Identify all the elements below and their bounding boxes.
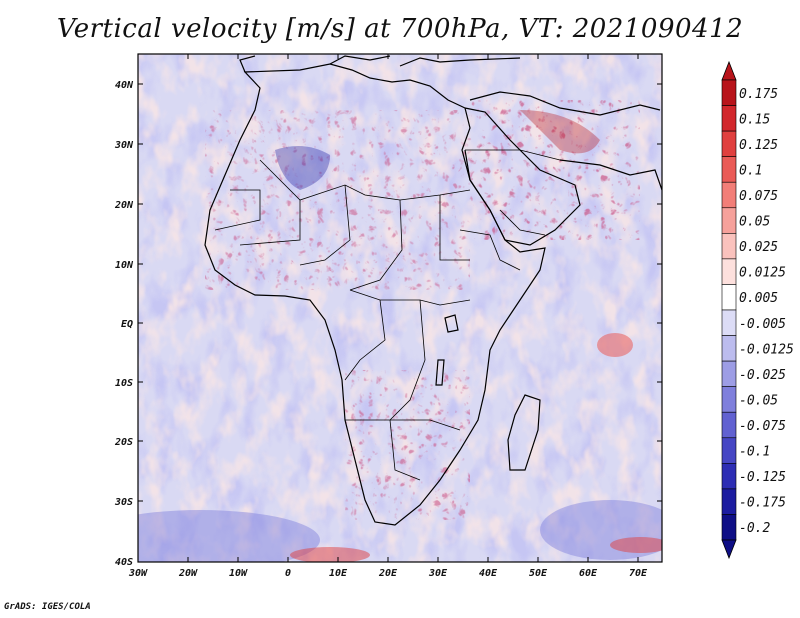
colorbar-swatch (721, 156, 737, 183)
colorbar-swatch (721, 360, 737, 387)
lat-label: 20N (114, 200, 134, 211)
colorbar-label: -0.1 (739, 445, 770, 460)
colorbar-swatch (721, 258, 737, 285)
colorbar-label: -0.2 (739, 521, 770, 536)
lon-label: 10E (329, 568, 348, 579)
colorbar-label: 0.005 (739, 291, 778, 306)
coastlines (204, 55, 663, 526)
lat-label: 20S (114, 437, 133, 448)
colorbar-swatch (721, 207, 737, 234)
colorbar-label: 0.0125 (739, 266, 786, 281)
colorbar-swatch (721, 130, 737, 157)
colorbar-label: 0.175 (739, 87, 778, 102)
colorbar-swatch (721, 386, 737, 413)
colorbar-swatch (721, 105, 737, 132)
colorbar-swatch (721, 411, 737, 439)
colorbar-label: 0.1 (739, 163, 762, 178)
credit-text: GrADS: IGES/COLA (4, 602, 91, 612)
colorbar-swatch (721, 514, 737, 541)
lat-ticks (138, 83, 662, 502)
colorbar-swatch (721, 488, 737, 515)
colorbar-swatch (721, 463, 737, 490)
borders (214, 149, 561, 481)
colorbar-label: 0.05 (739, 215, 770, 230)
colorbar-label: 0.15 (739, 112, 770, 127)
lon-label: 60E (579, 568, 598, 579)
lon-label: 50E (529, 568, 548, 579)
lon-label: 40E (479, 568, 498, 579)
lon-label: 20E (378, 568, 398, 579)
colorbar-label: -0.05 (739, 393, 778, 408)
lat-label: EQ (121, 319, 133, 330)
lon-axis: 30W 20W 10W 0 10E 20E 30E 40E 50E 60E 70… (128, 568, 648, 579)
lon-label: 0 (285, 568, 291, 579)
velocity-field (138, 54, 662, 562)
lon-label: 20W (178, 568, 198, 579)
colorbar-label: 0.025 (739, 240, 778, 255)
lon-ticks (187, 54, 639, 562)
colorbar-swatch (721, 181, 737, 209)
colorbar-arrow-top (721, 60, 737, 81)
lat-label: 30N (114, 140, 134, 151)
lon-label: 30W (128, 568, 148, 579)
colorbar-label: -0.0125 (739, 342, 794, 357)
colorbar-label: -0.005 (739, 317, 786, 332)
lon-label: 70E (629, 568, 648, 579)
colorbar-label: 0.125 (739, 138, 778, 153)
lat-axis: 40N 30N 20N 10N EQ 10S 20S 30S 40S (114, 80, 134, 568)
colorbar-arrow-bottom (721, 539, 737, 560)
colorbar-label: 0.075 (739, 189, 778, 204)
colorbar: 0.175 0.15 0.125 0.1 0.075 0.05 0.025 0.0125 0.0… (721, 60, 794, 560)
colorbar-label: -0.175 (739, 496, 786, 511)
colorbar-swatch (721, 79, 737, 106)
chart-title: Vertical velocity [m/s] at 700hPa, VT: 2… (56, 14, 744, 44)
colorbar-swatch (721, 437, 737, 464)
colorbar-label: -0.075 (739, 419, 786, 434)
lon-label: 30E (428, 568, 448, 579)
lat-label: 10N (115, 260, 134, 271)
lat-label: 30S (114, 497, 133, 508)
lat-label: 40S (115, 557, 133, 568)
colorbar-swatch (721, 309, 737, 336)
lat-label: 10S (115, 378, 133, 389)
lon-label: 10W (229, 568, 248, 579)
plot-frame (137, 53, 663, 563)
colorbar-swatch (721, 335, 737, 362)
colorbar-label: -0.025 (739, 368, 786, 383)
lat-label: 40N (115, 80, 134, 91)
colorbar-swatch (721, 233, 737, 260)
colorbar-label: -0.125 (739, 470, 786, 485)
colorbar-swatch (721, 284, 737, 311)
